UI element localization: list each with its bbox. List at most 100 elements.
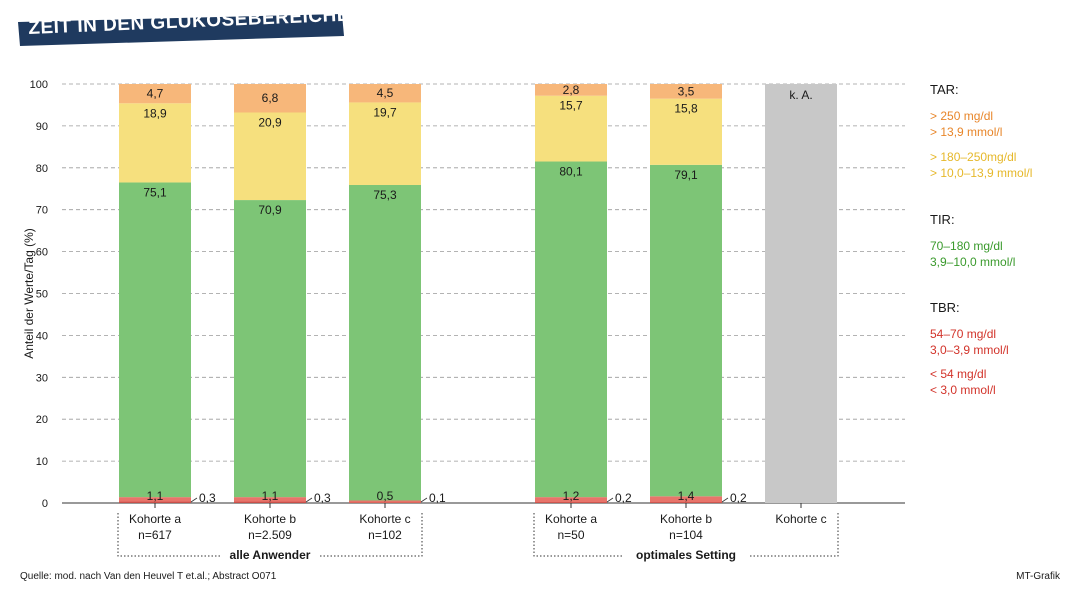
data-label-tar-mid: 18,9 (143, 106, 167, 120)
legend-tir-heading: TIR: (930, 212, 955, 227)
y-tick-label: 30 (36, 372, 48, 384)
data-label-tar-mid: 15,7 (559, 99, 583, 113)
legend-tbr-mid-line2: 3,0–3,9 mmol/l (930, 343, 1009, 357)
bar-segment-tbr-low (119, 501, 191, 503)
data-label-tar-high: 4,5 (377, 86, 394, 100)
bar-segment-tar-high (650, 84, 722, 99)
group-bracket (117, 513, 222, 557)
data-label-tbr-low: 0,2 (615, 491, 632, 505)
chart-title-banner: ZEIT IN DEN GLUKOSEBEREICHEN (18, 4, 365, 46)
bar-segment-tar-high (349, 84, 421, 103)
data-label-tbr-low: 0,3 (199, 491, 216, 505)
data-label-tar-mid: 15,8 (674, 102, 698, 116)
x-subcategory-label: n=617 (138, 528, 172, 542)
x-category-label: Kohorte b (660, 512, 712, 526)
y-tick-label: 50 (36, 289, 48, 301)
bar-segment-tir (234, 200, 306, 498)
legend-tbr-mid-line1: 54–70 mg/dl (930, 327, 997, 341)
legend-tar-high: > 250 mg/dl > 13,9 mmol/l (930, 108, 1002, 140)
bar-segment-tbr (234, 497, 306, 503)
bar-segment-tar-mid (234, 112, 306, 201)
legend-tar-mid-line1: > 180–250mg/dl (930, 150, 1017, 164)
bar-segment-tbr (119, 497, 191, 503)
group-bracket (318, 513, 423, 557)
data-label-tar-high: 4,7 (147, 87, 164, 101)
group-label: alle Anwender (230, 548, 311, 562)
data-label-tbr-low: 0,1 (429, 491, 446, 505)
title-banner-shape (18, 14, 344, 46)
data-label-tar-high: 6,8 (262, 91, 279, 105)
bar-segment-tar-mid (119, 103, 191, 183)
data-label-tar-mid: 20,9 (258, 115, 282, 129)
leader-line-tbr-low (420, 497, 428, 503)
y-tick-label: 70 (36, 205, 48, 217)
x-subcategory-label: n=2.509 (248, 528, 292, 542)
y-tick-label: 80 (36, 163, 48, 175)
x-category-label: Kohorte c (359, 512, 410, 526)
x-category-label: Kohorte a (545, 512, 597, 526)
source-note: Quelle: mod. nach Van den Heuvel T et.al… (20, 571, 277, 582)
x-category-label: Kohorte a (129, 512, 181, 526)
bar-segment-tbr (650, 496, 722, 503)
legend-tar-heading: TAR: (930, 82, 959, 97)
bar-segment-tbr-low (650, 502, 722, 503)
x-subcategory-label: n=50 (557, 528, 584, 542)
data-label-tbr-low: 0,2 (730, 491, 747, 505)
leader-line-tbr-low (721, 497, 729, 503)
legend-tbr-heading: TBR: (930, 300, 960, 315)
bar-segment-tar-high (234, 84, 306, 113)
group-bracket (748, 513, 839, 557)
leader-line-tbr-low (606, 497, 614, 503)
data-label-tir: 79,1 (674, 168, 698, 182)
y-tick-label: 100 (30, 79, 48, 91)
data-label-tbr-mid: 1,2 (563, 489, 580, 503)
bar-not-available (765, 84, 837, 503)
x-subcategory-label: n=102 (368, 528, 402, 542)
y-tick-label: 10 (36, 456, 48, 468)
bar-na-label: k. A. (789, 88, 812, 102)
data-label-tir: 75,3 (373, 188, 397, 202)
data-label-tbr-mid: 1,1 (147, 489, 164, 503)
bar-segment-tbr-low (234, 501, 306, 503)
bar-segment-tar-mid (535, 95, 607, 162)
group-bracket (533, 513, 624, 557)
bar-segment-tbr (535, 497, 607, 503)
bar-segment-tar-mid (349, 102, 421, 185)
data-label-tir: 70,9 (258, 203, 282, 217)
data-label-tar-high: 3,5 (678, 84, 695, 98)
data-label-tbr-low: 0,3 (314, 491, 331, 505)
data-label-tar-mid: 19,7 (373, 105, 397, 119)
y-axis-label: Anteil der Werte/Tag (%) (22, 228, 36, 359)
x-category-label: Kohorte b (244, 512, 296, 526)
group-label: optimales Setting (636, 548, 736, 562)
bar-segment-tir (650, 164, 722, 497)
legend-tbr-low: < 54 mg/dl < 3,0 mmol/l (930, 366, 996, 398)
legend-tir: 70–180 mg/dl 3,9–10,0 mmol/l (930, 238, 1015, 270)
bar-segment-tar-high (119, 84, 191, 104)
legend-tbr-low-line2: < 3,0 mmol/l (930, 383, 996, 397)
legend-tbr-mid: 54–70 mg/dl 3,0–3,9 mmol/l (930, 326, 1009, 358)
bar-segment-tbr-low (535, 502, 607, 503)
legend-tar-high-line2: > 13,9 mmol/l (930, 125, 1003, 139)
y-tick-label: 0 (42, 498, 48, 510)
data-label-tbr-mid: 0,5 (377, 489, 394, 503)
graphic-credit: MT-Grafik (1016, 571, 1060, 582)
x-category-label: Kohorte c (775, 512, 826, 526)
data-label-tir: 80,1 (559, 165, 583, 179)
legend-tbr-low-line1: < 54 mg/dl (930, 367, 987, 381)
legend-tir-line1: 70–180 mg/dl (930, 239, 1003, 253)
leader-line-tbr-low (305, 497, 313, 503)
y-tick-label: 40 (36, 330, 48, 342)
legend-tir-line2: 3,9–10,0 mmol/l (930, 255, 1016, 269)
y-tick-label: 90 (36, 121, 48, 133)
legend-tar-mid: > 180–250mg/dl > 10,0–13,9 mmol/l (930, 149, 1032, 181)
legend-tar-high-line1: > 250 mg/dl (930, 109, 994, 123)
data-label-tbr-mid: 1,1 (262, 489, 279, 503)
bar-segment-tir (349, 184, 421, 501)
data-label-tar-high: 2,8 (563, 83, 580, 97)
data-label-tbr-mid: 1,4 (678, 489, 695, 503)
bar-segment-tar-mid (650, 98, 722, 165)
bar-segment-tbr (349, 500, 421, 503)
data-label-tir: 75,1 (143, 185, 167, 199)
